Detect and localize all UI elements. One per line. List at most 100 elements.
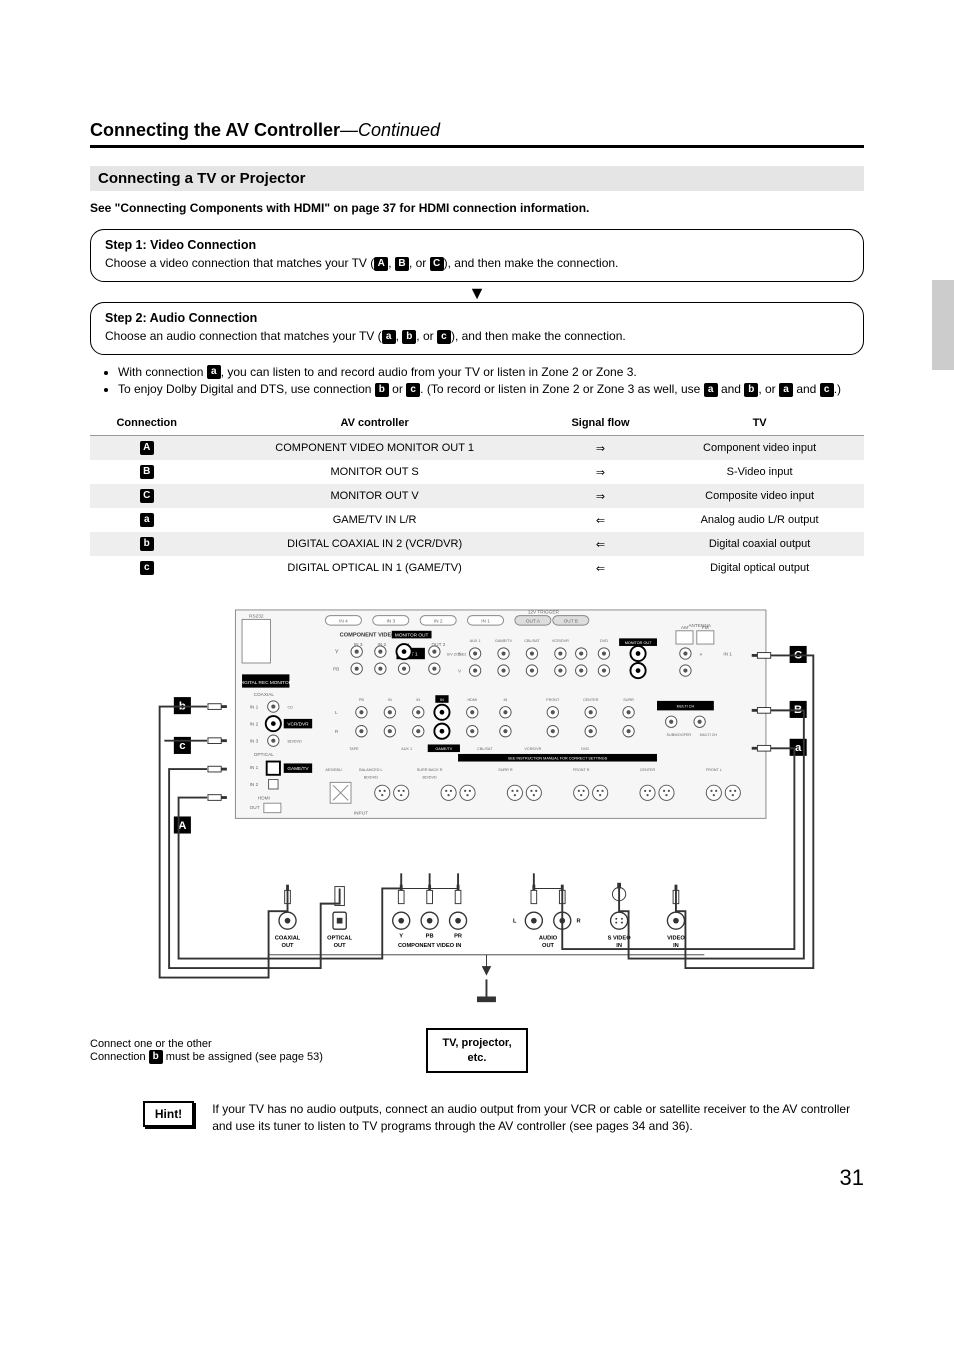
step1-box: Step 1: Video Connection Choose a video …	[90, 229, 864, 282]
cell-connection: A	[90, 436, 203, 461]
step1-mid1: ,	[388, 256, 395, 270]
svg-text:DIGITAL REC MONITOR: DIGITAL REC MONITOR	[239, 680, 292, 686]
step1-body: Choose a video connection that matches y…	[105, 256, 849, 271]
svg-text:AUDIO: AUDIO	[539, 936, 558, 942]
device-box: TV, projector, etc.	[426, 1028, 527, 1073]
svg-text:SEE INSTRUCTION MANUAL FOR COR: SEE INSTRUCTION MANUAL FOR CORRECT SETTI…	[508, 757, 608, 761]
svg-text:PB: PB	[359, 698, 365, 702]
chip-a: a	[382, 330, 396, 344]
section-continued: —Continued	[340, 120, 440, 140]
cell-connection: c	[90, 556, 203, 580]
svg-text:OUT B: OUT B	[564, 619, 578, 625]
chip-C: C	[430, 257, 444, 271]
svg-text:IN 3: IN 3	[250, 739, 259, 745]
chip-b: b	[402, 330, 416, 344]
svg-text:DVD: DVD	[581, 747, 589, 751]
svg-text:CD: CD	[288, 706, 294, 710]
b2-post: .)	[834, 382, 841, 396]
b2-chip2: c	[406, 383, 420, 397]
b2-chip4: b	[744, 383, 758, 397]
step1-pre: Choose a video connection that matches y…	[105, 256, 374, 270]
svg-text:R: R	[576, 919, 580, 925]
caption-chip: b	[149, 1050, 163, 1064]
th-connection: Connection	[90, 411, 203, 436]
svg-text:AUX 1: AUX 1	[470, 639, 481, 643]
svg-text:BD/DVD: BD/DVD	[423, 776, 438, 780]
svg-text:GAME/TV: GAME/TV	[435, 747, 452, 751]
cell-connection: a	[90, 508, 203, 532]
hint-badge: Hint!	[143, 1101, 194, 1127]
cell-tv: Analog audio L/R output	[655, 508, 864, 532]
table-header-row: Connection AV controller Signal flow TV	[90, 411, 864, 436]
row-chip: a	[140, 513, 154, 527]
cell-av: COMPONENT VIDEO MONITOR OUT 1	[203, 436, 545, 461]
title-rule	[90, 145, 864, 148]
cell-tv: Composite video input	[655, 484, 864, 508]
svg-text:CBL/SAT: CBL/SAT	[477, 747, 493, 751]
svg-text:Y: Y	[399, 934, 403, 940]
cell-flow: ⇒	[546, 484, 655, 508]
svg-text:HDMI: HDMI	[467, 698, 477, 702]
section-title: Connecting the AV Controller—Continued	[90, 120, 864, 141]
svg-text:OPTICAL: OPTICAL	[254, 752, 275, 758]
svg-text:IN 1: IN 1	[723, 652, 732, 658]
device-label-1: TV, projector,	[442, 1037, 511, 1049]
svg-text:CBL/SAT: CBL/SAT	[524, 639, 540, 643]
cell-connection: B	[90, 460, 203, 484]
cell-flow: ⇐	[546, 556, 655, 580]
step2-mid1: ,	[396, 329, 403, 343]
step1-post: ), and then make the connection.	[444, 256, 619, 270]
svg-text:OUT: OUT	[542, 944, 555, 950]
svg-text:BD/DVD: BD/DVD	[288, 740, 303, 744]
cell-tv: Digital optical output	[655, 556, 864, 580]
table-row: CMONITOR OUT V⇒Composite video input	[90, 484, 864, 508]
row-chip: c	[140, 561, 154, 575]
svg-text:IN 1: IN 1	[481, 619, 490, 625]
svg-text:BALANCED L: BALANCED L	[359, 768, 382, 772]
callout-A: A	[174, 817, 191, 834]
svg-text:IN 1: IN 1	[250, 765, 259, 771]
svg-text:PR: PR	[454, 934, 462, 940]
b2-pre: To enjoy Dolby Digital and DTS, use conn…	[118, 382, 375, 396]
cell-tv: Component video input	[655, 436, 864, 461]
svg-text:MULTI CH: MULTI CH	[677, 705, 695, 709]
svg-text:BD/DVD: BD/DVD	[364, 776, 379, 780]
bullet-1: With connection a, you can listen to and…	[118, 365, 864, 380]
svg-text:IN: IN	[388, 698, 392, 702]
svg-text:IN 1: IN 1	[250, 705, 259, 711]
cell-flow: ⇒	[546, 460, 655, 484]
page-number: 31	[90, 1165, 864, 1191]
svg-text:IN: IN	[504, 698, 508, 702]
table-row: cDIGITAL OPTICAL IN 1 (GAME/TV)⇐Digital …	[90, 556, 864, 580]
svg-text:GAME/TV: GAME/TV	[495, 639, 512, 643]
svg-text:VCR/DVR: VCR/DVR	[524, 747, 541, 751]
step2-pre: Choose an audio connection that matches …	[105, 329, 382, 343]
callout-c-lower: c	[174, 737, 191, 754]
b2-mid1: or	[389, 382, 406, 396]
hdmi-note: See "Connecting Components with HDMI" on…	[90, 201, 864, 215]
subsection-heading: Connecting a TV or Projector	[90, 166, 864, 191]
svg-text:MULTI CH: MULTI CH	[700, 733, 718, 737]
svg-text:COMPONENT VIDEO IN: COMPONENT VIDEO IN	[398, 944, 461, 950]
svg-text:S/V ZONE2: S/V ZONE2	[447, 653, 467, 657]
svg-text:INPUT: INPUT	[354, 811, 368, 817]
svg-text:L: L	[335, 710, 338, 716]
chip-B: B	[395, 257, 409, 271]
svg-text:MONITOR OUT: MONITOR OUT	[625, 641, 652, 645]
hint-row: Hint! If your TV has no audio outputs, c…	[90, 1101, 864, 1135]
bullet-list: With connection a, you can listen to and…	[118, 365, 864, 398]
svg-text:SUBWOOFER: SUBWOOFER	[666, 733, 691, 737]
b1-chip: a	[207, 365, 221, 379]
side-tab	[932, 280, 954, 370]
svg-text:MONITOR OUT: MONITOR OUT	[395, 633, 429, 639]
svg-text:TAPE: TAPE	[349, 747, 359, 751]
svg-text:SURR: SURR	[623, 698, 634, 702]
svg-text:GAME/TV: GAME/TV	[287, 766, 309, 772]
cell-flow: ⇒	[546, 436, 655, 461]
svg-text:AUX 1: AUX 1	[401, 747, 412, 751]
svg-text:S: S	[458, 652, 461, 658]
row-chip: b	[140, 537, 154, 551]
b2-chip1: b	[375, 383, 389, 397]
step2-post: ), and then make the connection.	[451, 329, 626, 343]
cell-flow: ⇐	[546, 508, 655, 532]
